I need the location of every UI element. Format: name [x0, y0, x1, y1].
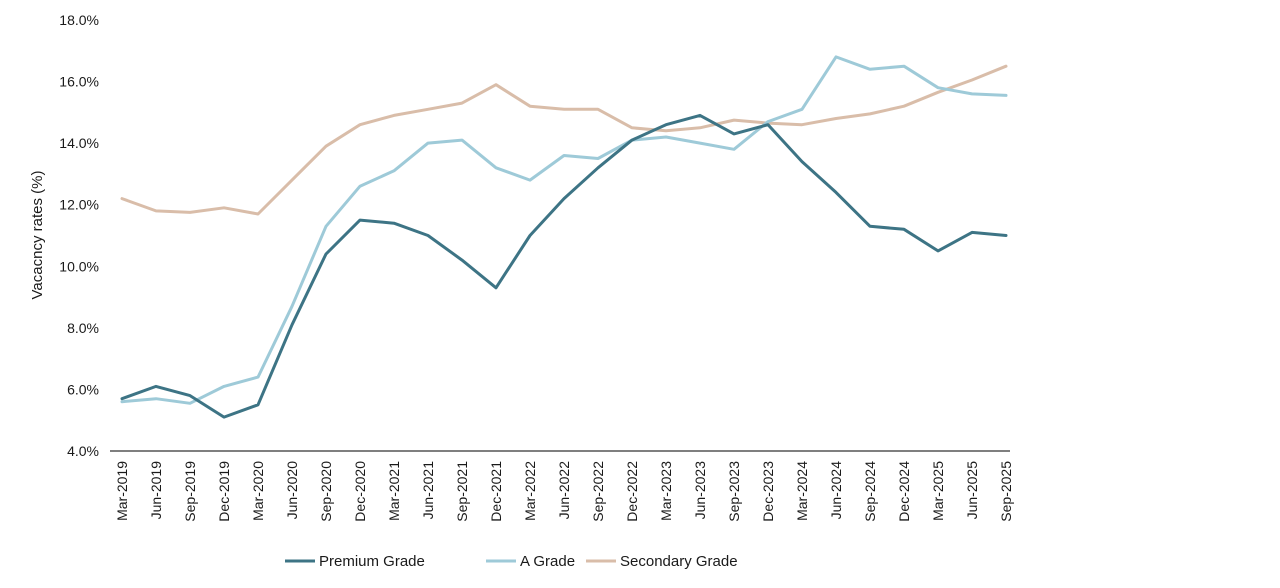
legend-label-a-grade: A Grade: [520, 553, 575, 570]
series-line-premium-grade: [120, 113, 1008, 419]
x-tick-label: Mar-2025: [930, 461, 946, 521]
x-tick-label: Jun-2024: [828, 461, 844, 520]
x-tick-label: Dec-2024: [896, 461, 912, 522]
x-tick-label: Sep-2020: [318, 461, 334, 522]
x-tick-label: Jun-2022: [556, 461, 572, 520]
y-tick-label: 6.0%: [67, 381, 99, 397]
legend: Premium Grade A Grade Secondary Grade: [285, 553, 738, 570]
legend-label-premium-grade: Premium Grade: [319, 553, 425, 570]
x-tick-label: Sep-2022: [590, 461, 606, 522]
x-tick-label: Jun-2023: [692, 461, 708, 520]
y-tick-label: 12.0%: [59, 197, 99, 213]
x-tick-label: Sep-2024: [862, 461, 878, 522]
y-tick-label: 8.0%: [67, 320, 99, 336]
series-line-secondary-grade: [120, 64, 1008, 216]
y-tick-label: 10.0%: [59, 258, 99, 274]
x-tick-label: Dec-2023: [760, 461, 776, 522]
x-tick-label: Mar-2021: [386, 461, 402, 521]
x-tick-label: Sep-2025: [998, 461, 1014, 522]
y-tick-label: 14.0%: [59, 135, 99, 151]
legend-label-secondary-grade: Secondary Grade: [620, 553, 738, 570]
y-tick-label: 18.0%: [59, 12, 99, 28]
x-tick-label: Mar-2022: [522, 461, 538, 521]
x-tick-label: Mar-2024: [794, 461, 810, 521]
x-tick-label: Jun-2019: [148, 461, 164, 520]
x-tick-label: Dec-2020: [352, 461, 368, 522]
x-tick-label: Jun-2025: [964, 461, 980, 520]
y-tick-label: 16.0%: [59, 74, 99, 90]
x-tick-label: Dec-2021: [488, 461, 504, 522]
x-axis: Mar-2019 Jun-2019 Sep-2019 Dec-2019 Mar-2020…: [110, 450, 1014, 522]
x-tick-label: Dec-2019: [216, 461, 232, 522]
x-tick-label: Mar-2023: [658, 461, 674, 521]
y-axis: 4.0% 6.0% 8.0% 10.0% 12.0% 14.0% 16.0% 18.0%: [59, 12, 99, 459]
x-tick-label: Sep-2021: [454, 461, 470, 522]
y-axis-title: Vacacncy rates (%): [29, 171, 46, 300]
x-tick-label: Sep-2019: [182, 461, 198, 522]
x-tick-label: Jun-2020: [284, 461, 300, 520]
x-tick-label: Mar-2019: [114, 461, 130, 521]
series-lines: [120, 55, 1008, 419]
x-tick-label: Dec-2022: [624, 461, 640, 522]
y-tick-label: 4.0%: [67, 443, 99, 459]
x-tick-label: Sep-2023: [726, 461, 742, 522]
series-line-a-grade: [120, 55, 1008, 405]
x-tick-label: Mar-2020: [250, 461, 266, 521]
x-tick-label: Jun-2021: [420, 461, 436, 520]
